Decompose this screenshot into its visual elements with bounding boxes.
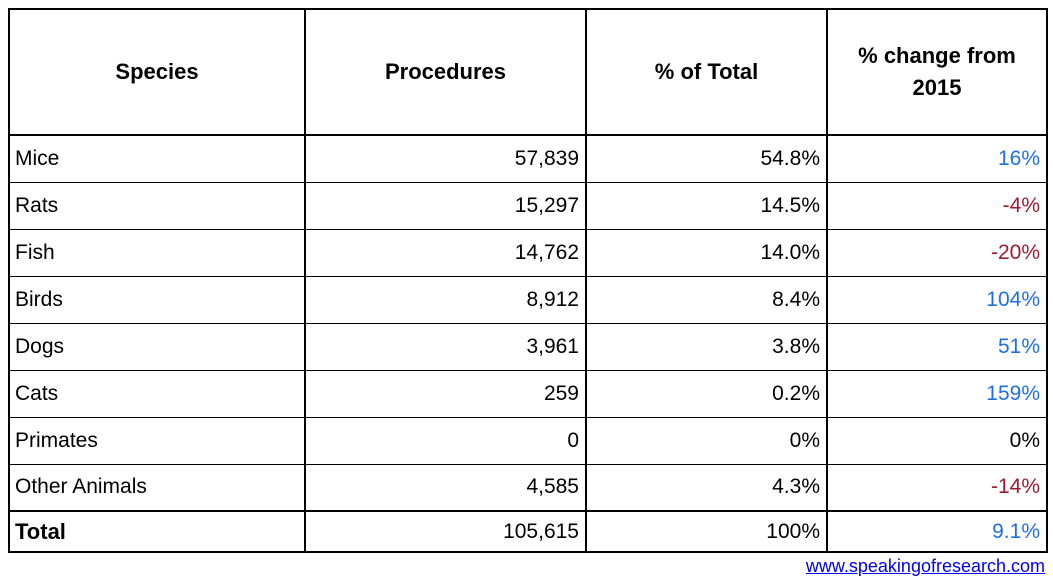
column-header-species: Species [8, 8, 306, 136]
pct-total-cell: 100% [585, 510, 828, 553]
table-row: Primates 0 0% 0% [8, 416, 1048, 465]
procedures-cell: 57,839 [304, 134, 587, 183]
table-row: Dogs 3,961 3.8% 51% [8, 322, 1048, 371]
table-row: Mice 57,839 54.8% 16% [8, 134, 1048, 183]
procedures-cell: 0 [304, 416, 587, 465]
table-row-total: Total 105,615 100% 9.1% [8, 510, 1048, 553]
change-cell: -20% [826, 228, 1048, 277]
change-cell: 0% [826, 416, 1048, 465]
species-cell: Fish [8, 228, 306, 277]
table-header: Species Procedures % of Total % change f… [8, 8, 1048, 136]
pct-total-cell: 0% [585, 416, 828, 465]
header-row: Species Procedures % of Total % change f… [8, 8, 1048, 136]
change-cell: 104% [826, 275, 1048, 324]
species-cell: Primates [8, 416, 306, 465]
species-cell: Cats [8, 369, 306, 418]
footer: www.speakingofresearch.com [806, 556, 1045, 577]
pct-total-cell: 54.8% [585, 134, 828, 183]
pct-total-cell: 3.8% [585, 322, 828, 371]
species-cell: Total [8, 510, 306, 553]
pct-total-cell: 0.2% [585, 369, 828, 418]
column-header-procedures: Procedures [304, 8, 587, 136]
species-cell: Dogs [8, 322, 306, 371]
column-header-pct-total: % of Total [585, 8, 828, 136]
procedures-cell: 105,615 [304, 510, 587, 553]
procedures-cell: 4,585 [304, 463, 587, 512]
pct-total-cell: 8.4% [585, 275, 828, 324]
table-row: Other Animals 4,585 4.3% -14% [8, 463, 1048, 512]
table-row: Cats 259 0.2% 159% [8, 369, 1048, 418]
pct-total-cell: 4.3% [585, 463, 828, 512]
change-cell: 16% [826, 134, 1048, 183]
species-cell: Other Animals [8, 463, 306, 512]
footer-link[interactable]: www.speakingofresearch.com [805, 556, 1045, 576]
change-cell: -14% [826, 463, 1048, 512]
procedures-cell: 15,297 [304, 181, 587, 230]
pct-total-cell: 14.0% [585, 228, 828, 277]
change-cell: 51% [826, 322, 1048, 371]
procedures-cell: 3,961 [304, 322, 587, 371]
table-body: Mice 57,839 54.8% 16% Rats 15,297 14.5% -4% Fish… [8, 134, 1048, 553]
pct-total-cell: 14.5% [585, 181, 828, 230]
procedures-cell: 259 [304, 369, 587, 418]
change-cell: 159% [826, 369, 1048, 418]
species-cell: Rats [8, 181, 306, 230]
table-row: Birds 8,912 8.4% 104% [8, 275, 1048, 324]
species-cell: Birds [8, 275, 306, 324]
species-cell: Mice [8, 134, 306, 183]
species-procedures-table: Species Procedures % of Total % change f… [8, 8, 1048, 553]
column-header-change: % change from 2015 [826, 8, 1048, 136]
change-cell: 9.1% [826, 510, 1048, 553]
procedures-cell: 14,762 [304, 228, 587, 277]
table-row: Rats 15,297 14.5% -4% [8, 181, 1048, 230]
table-row: Fish 14,762 14.0% -20% [8, 228, 1048, 277]
change-cell: -4% [826, 181, 1048, 230]
procedures-cell: 8,912 [304, 275, 587, 324]
